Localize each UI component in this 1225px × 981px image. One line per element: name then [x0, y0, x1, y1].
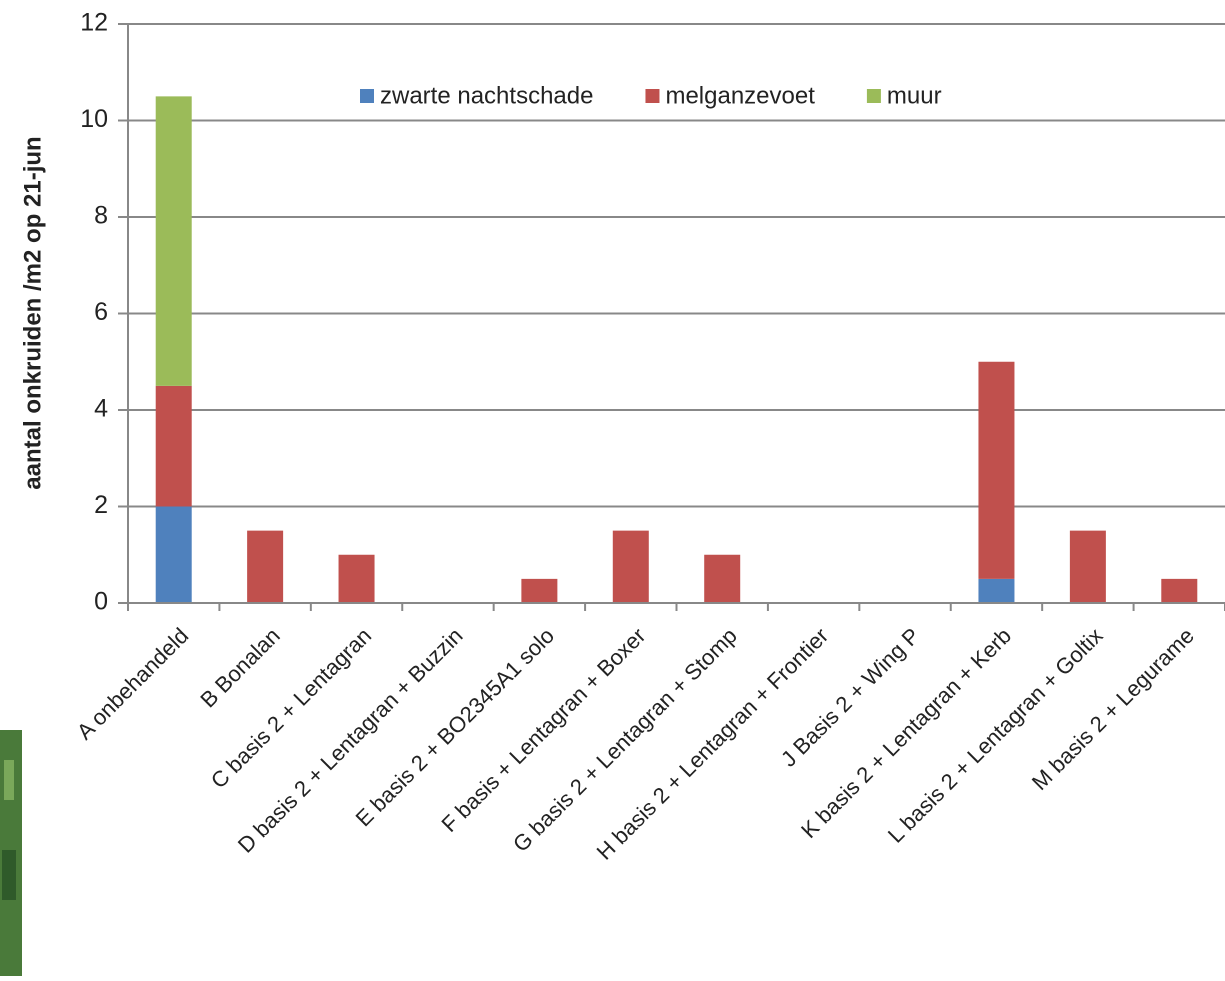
bar-segment	[1161, 578, 1198, 603]
x-tick-label: C basis 2 + Lentagran	[206, 623, 376, 793]
y-tick-label: 10	[80, 105, 108, 133]
bar-segment	[978, 361, 1015, 579]
y-tick-label: 0	[94, 588, 108, 616]
legend-swatch	[645, 89, 660, 103]
x-tick-label: M basis 2 + Legurame	[1027, 623, 1199, 795]
y-tick-label: 2	[94, 491, 108, 519]
photo-fragment	[2, 850, 16, 900]
x-tick-label: A onbehandeld	[72, 623, 194, 745]
legend-swatch	[866, 89, 881, 103]
bar-segment	[155, 96, 192, 386]
bar-segment	[247, 530, 284, 603]
bar-segment	[338, 554, 375, 603]
bar-segment	[978, 578, 1015, 603]
y-tick-label: 12	[80, 9, 108, 37]
y-tick-label: 8	[94, 202, 108, 230]
legend-label: muur	[887, 82, 942, 109]
bar-segment	[1069, 530, 1106, 603]
legend-label: melganzevoet	[665, 82, 815, 109]
bar-segment	[155, 506, 192, 603]
x-tick-label: B Bonalan	[195, 623, 284, 712]
bar-segment	[155, 385, 192, 507]
bar-segment	[521, 578, 558, 603]
y-axis-label: aantal onkruiden /m2 op 21-jun	[19, 136, 46, 489]
legend-label: zwarte nachtschade	[380, 82, 593, 109]
legend-swatch	[360, 89, 374, 103]
photo-fragment	[4, 760, 14, 800]
y-tick-label: 4	[94, 395, 108, 423]
bar-segment	[704, 554, 741, 603]
y-tick-label: 6	[94, 298, 108, 326]
bar-segment	[612, 530, 649, 603]
